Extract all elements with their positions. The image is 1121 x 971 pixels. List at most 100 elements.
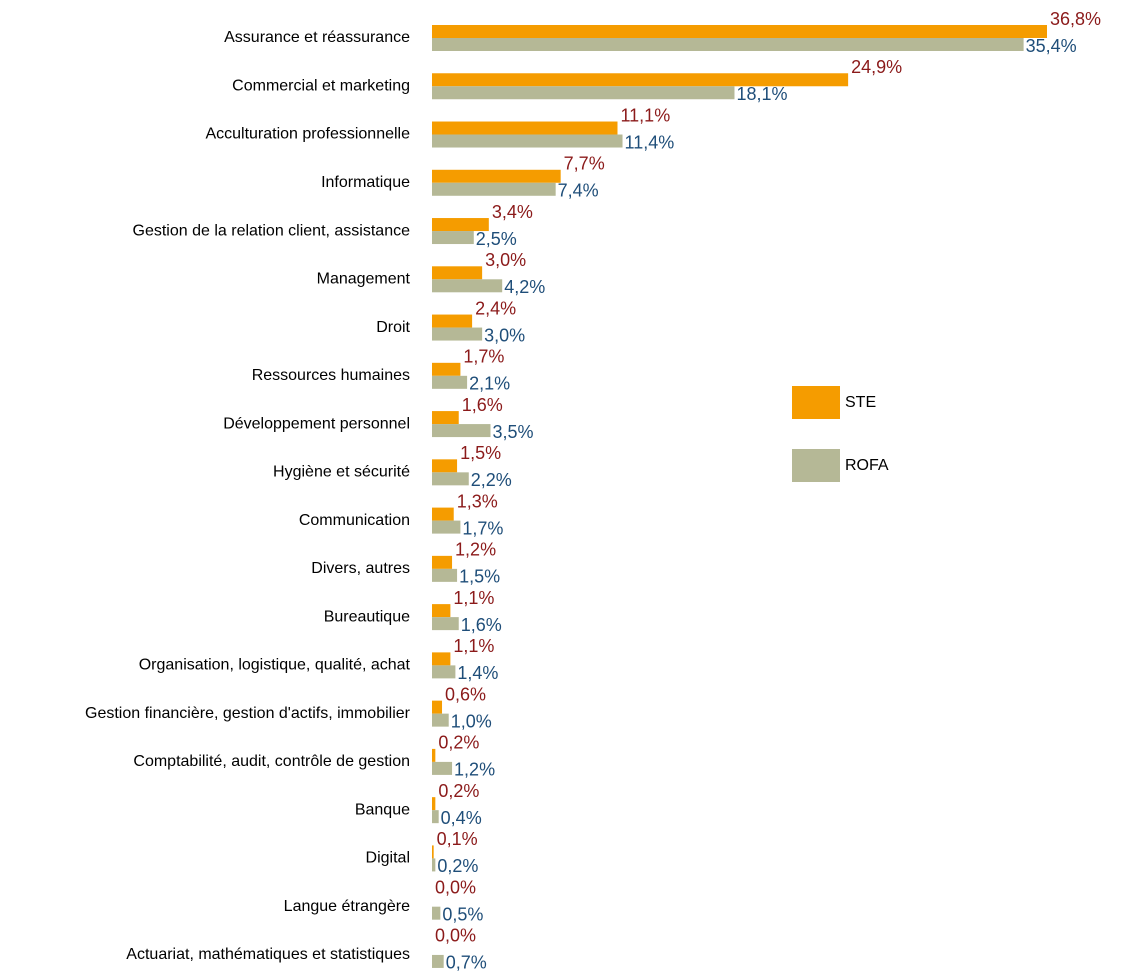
value-label: 1,6% (462, 395, 503, 415)
category-label: Hygiène et sécurité (273, 464, 410, 481)
value-label: 1,3% (457, 491, 498, 511)
category-label: Digital (366, 850, 410, 867)
category-label: Bureautique (324, 608, 410, 625)
bar (432, 472, 469, 486)
bar (432, 797, 436, 811)
category-label: Droit (376, 319, 410, 336)
bar (432, 700, 443, 714)
value-label: 2,1% (469, 374, 510, 394)
bar (432, 748, 436, 762)
category-label: Management (317, 271, 411, 288)
bar (432, 86, 735, 100)
category-label: Informatique (321, 174, 410, 191)
bar (432, 314, 473, 328)
bar (432, 906, 441, 920)
value-label: 1,1% (453, 636, 494, 656)
category-label: Organisation, logistique, qualité, achat (139, 657, 411, 674)
value-label: 0,0% (435, 926, 476, 946)
bar (432, 617, 459, 631)
value-label: 18,1% (736, 84, 787, 104)
value-label: 0,4% (441, 808, 482, 828)
category-label: Ressources humaines (252, 367, 410, 384)
value-label: 1,1% (453, 588, 494, 608)
value-label: 1,5% (459, 567, 500, 587)
bar (432, 761, 453, 775)
bar (432, 182, 556, 196)
value-label: 0,1% (437, 829, 478, 849)
value-label: 0,0% (435, 877, 476, 897)
bar (432, 411, 459, 425)
value-label: 0,7% (446, 953, 487, 971)
value-label: 7,7% (564, 154, 605, 174)
value-label: 0,6% (445, 684, 486, 704)
legend-label: STE (845, 394, 876, 411)
value-label: 2,5% (476, 229, 517, 249)
bar (432, 266, 483, 280)
bar (432, 375, 468, 389)
value-label: 3,4% (492, 202, 533, 222)
bar (432, 652, 451, 666)
bar (432, 38, 1024, 51)
bar (432, 845, 434, 859)
value-label: 1,6% (461, 615, 502, 635)
bar (432, 362, 461, 376)
category-label: Comptabilité, audit, contrôle de gestion (133, 753, 410, 770)
value-label: 36,8% (1050, 9, 1101, 29)
bar (432, 665, 456, 679)
bar (432, 73, 849, 87)
value-label: 3,5% (492, 422, 533, 442)
value-label: 24,9% (851, 57, 902, 77)
value-label: 7,4% (558, 181, 599, 201)
category-label: Développement personnel (223, 415, 410, 432)
value-label: 0,2% (438, 733, 479, 753)
bar (432, 424, 491, 438)
value-label: 2,4% (475, 298, 516, 318)
bar (432, 555, 453, 569)
value-label: 1,7% (462, 518, 503, 538)
category-label: Gestion de la relation client, assistanc… (133, 222, 411, 239)
category-label: Banque (355, 801, 410, 818)
category-label: Communication (299, 512, 410, 529)
value-label: 1,2% (455, 540, 496, 560)
value-label: 2,2% (471, 470, 512, 490)
bar (432, 713, 449, 727)
value-label: 1,4% (457, 663, 498, 683)
bar (432, 858, 436, 872)
value-label: 4,2% (504, 277, 545, 297)
bar (432, 459, 458, 473)
category-label: Langue étrangère (284, 898, 410, 915)
legend-swatch (792, 449, 840, 482)
bar (432, 134, 623, 148)
bar (432, 279, 503, 293)
value-label: 1,0% (451, 711, 492, 731)
value-label: 11,4% (625, 132, 675, 152)
bar (432, 327, 483, 341)
bar (432, 231, 474, 245)
category-label: Commercial et marketing (232, 77, 410, 94)
category-label: Divers, autres (311, 560, 410, 577)
legend-label: ROFA (845, 457, 889, 474)
bar (432, 121, 618, 135)
category-label: Assurance et réassurance (224, 29, 410, 46)
bar (432, 218, 489, 232)
bar (432, 604, 451, 618)
bar (432, 25, 1047, 38)
value-label: 35,4% (1026, 36, 1077, 56)
bar (432, 507, 454, 521)
value-label: 3,0% (485, 250, 526, 270)
bar (432, 568, 458, 582)
category-label: Actuariat, mathématiques et statistiques (126, 946, 410, 963)
category-label: Acculturation professionnelle (205, 126, 410, 143)
value-label: 1,2% (454, 760, 495, 780)
value-label: 11,1% (621, 105, 671, 125)
value-label: 0,2% (438, 781, 479, 801)
bar (432, 520, 461, 534)
bar (432, 169, 561, 183)
value-label: 1,7% (463, 347, 504, 367)
value-label: 0,5% (442, 904, 483, 924)
category-label: Gestion financière, gestion d'actifs, im… (85, 705, 411, 722)
value-label: 3,0% (484, 325, 525, 345)
bar (432, 810, 439, 824)
legend-swatch (792, 386, 840, 419)
